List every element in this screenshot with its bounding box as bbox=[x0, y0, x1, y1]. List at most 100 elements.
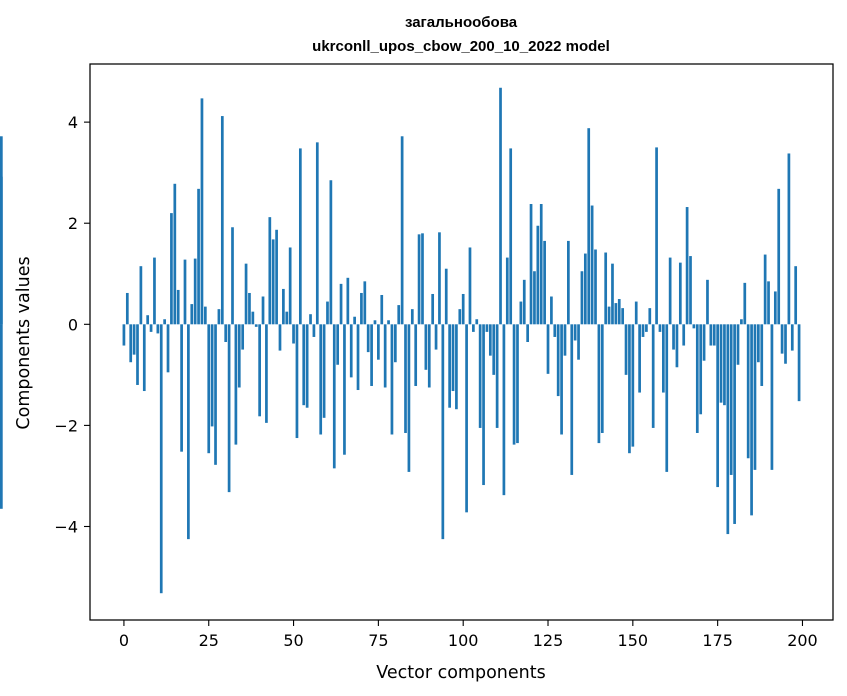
bar-56 bbox=[312, 324, 316, 337]
bar-87 bbox=[417, 234, 421, 325]
bar-17 bbox=[180, 324, 183, 452]
bar-35 bbox=[241, 324, 245, 350]
bar-43 bbox=[268, 217, 272, 325]
bar-126 bbox=[550, 296, 553, 325]
bar-133 bbox=[573, 324, 577, 341]
bar-120 bbox=[529, 204, 533, 325]
bar-72 bbox=[366, 324, 370, 353]
bar-107 bbox=[485, 324, 489, 332]
bar-105 bbox=[478, 324, 482, 428]
bar-173 bbox=[709, 324, 713, 346]
bar-97 bbox=[451, 324, 455, 392]
bar-110 bbox=[495, 324, 499, 428]
bar-70 bbox=[360, 292, 363, 325]
bar-114 bbox=[509, 148, 513, 325]
bar-58 bbox=[319, 324, 323, 435]
bar-153 bbox=[641, 324, 645, 337]
bar-181 bbox=[736, 324, 740, 365]
bar-144 bbox=[611, 263, 614, 325]
x-tick-label: 175 bbox=[702, 631, 733, 650]
bar-7 bbox=[146, 315, 150, 325]
bar-9 bbox=[153, 257, 156, 325]
bar-134 bbox=[577, 324, 580, 360]
bar-148 bbox=[624, 324, 628, 375]
bar-184 bbox=[746, 324, 750, 459]
bar-18 bbox=[183, 259, 187, 325]
bar-71 bbox=[363, 281, 367, 325]
bar-130 bbox=[563, 324, 567, 356]
bar-11 bbox=[159, 324, 163, 594]
bar-100 bbox=[461, 293, 465, 325]
bar-96 bbox=[448, 324, 451, 408]
bar-187 bbox=[757, 324, 760, 363]
y-axis-ticks: −4 −2 0 2 4 bbox=[54, 113, 90, 536]
bar-129 bbox=[560, 324, 563, 435]
bar-21 bbox=[193, 258, 197, 325]
bar-45 bbox=[275, 229, 278, 325]
bar-119 bbox=[526, 324, 530, 342]
bar-170 bbox=[699, 324, 703, 415]
bar-61 bbox=[329, 180, 333, 325]
bar-117 bbox=[519, 301, 523, 325]
bar-34 bbox=[237, 324, 241, 388]
bar-121 bbox=[533, 271, 536, 325]
bar-154 bbox=[645, 324, 648, 332]
bar-109 bbox=[492, 324, 496, 375]
bar-22 bbox=[197, 188, 200, 325]
bar-29 bbox=[220, 116, 224, 325]
bar-84 bbox=[407, 324, 411, 472]
bar-48 bbox=[285, 311, 289, 325]
bar-0 bbox=[122, 324, 126, 346]
bar-180 bbox=[733, 324, 736, 524]
bar-146 bbox=[617, 299, 621, 325]
bar-177 bbox=[723, 324, 726, 406]
bar-26 bbox=[210, 324, 214, 427]
bar-78 bbox=[387, 320, 390, 325]
bar-138 bbox=[590, 205, 594, 325]
bar-12 bbox=[163, 319, 166, 325]
bar-165 bbox=[682, 324, 686, 346]
bar-88 bbox=[421, 233, 424, 325]
bar-142 bbox=[604, 252, 608, 325]
x-tick-label: 200 bbox=[787, 631, 818, 650]
bar-66 bbox=[346, 277, 350, 325]
bar-156 bbox=[651, 324, 655, 428]
bar-67 bbox=[349, 324, 353, 378]
bar-189 bbox=[763, 254, 767, 325]
bar-161 bbox=[668, 257, 672, 325]
bar-59 bbox=[322, 324, 326, 418]
bar-30 bbox=[224, 324, 228, 342]
bar-152 bbox=[638, 324, 641, 393]
x-tick-label: 25 bbox=[199, 631, 219, 650]
bar-27 bbox=[214, 324, 217, 465]
bar-182 bbox=[740, 319, 743, 325]
bar-103 bbox=[472, 324, 475, 332]
bar-89 bbox=[424, 324, 428, 370]
bar-141 bbox=[600, 324, 604, 433]
bar-150 bbox=[631, 324, 635, 447]
bar-23 bbox=[200, 98, 204, 325]
bar-191 bbox=[770, 324, 774, 470]
bar-195 bbox=[784, 324, 787, 364]
bar-111 bbox=[499, 87, 502, 325]
bar-102 bbox=[468, 247, 472, 325]
bar-15 bbox=[173, 183, 177, 325]
bar-174 bbox=[712, 324, 716, 346]
bar-98 bbox=[455, 324, 458, 410]
bar-137 bbox=[587, 128, 591, 325]
bar-24 bbox=[203, 306, 207, 325]
x-axis-ticks: 0 25 50 75 100 125 150 175 200 bbox=[119, 620, 818, 650]
bar-163 bbox=[675, 324, 679, 368]
bar-41 bbox=[261, 296, 265, 325]
bar-57 bbox=[315, 142, 319, 325]
bar-14 bbox=[170, 213, 173, 325]
bar-166 bbox=[685, 207, 689, 325]
bar-39 bbox=[254, 324, 258, 327]
bars bbox=[0, 87, 801, 594]
bar-194 bbox=[780, 324, 784, 354]
bar-183 bbox=[743, 282, 747, 325]
bar-undefined bbox=[0, 324, 3, 509]
bar-190 bbox=[767, 281, 770, 325]
bar-1 bbox=[125, 292, 129, 325]
